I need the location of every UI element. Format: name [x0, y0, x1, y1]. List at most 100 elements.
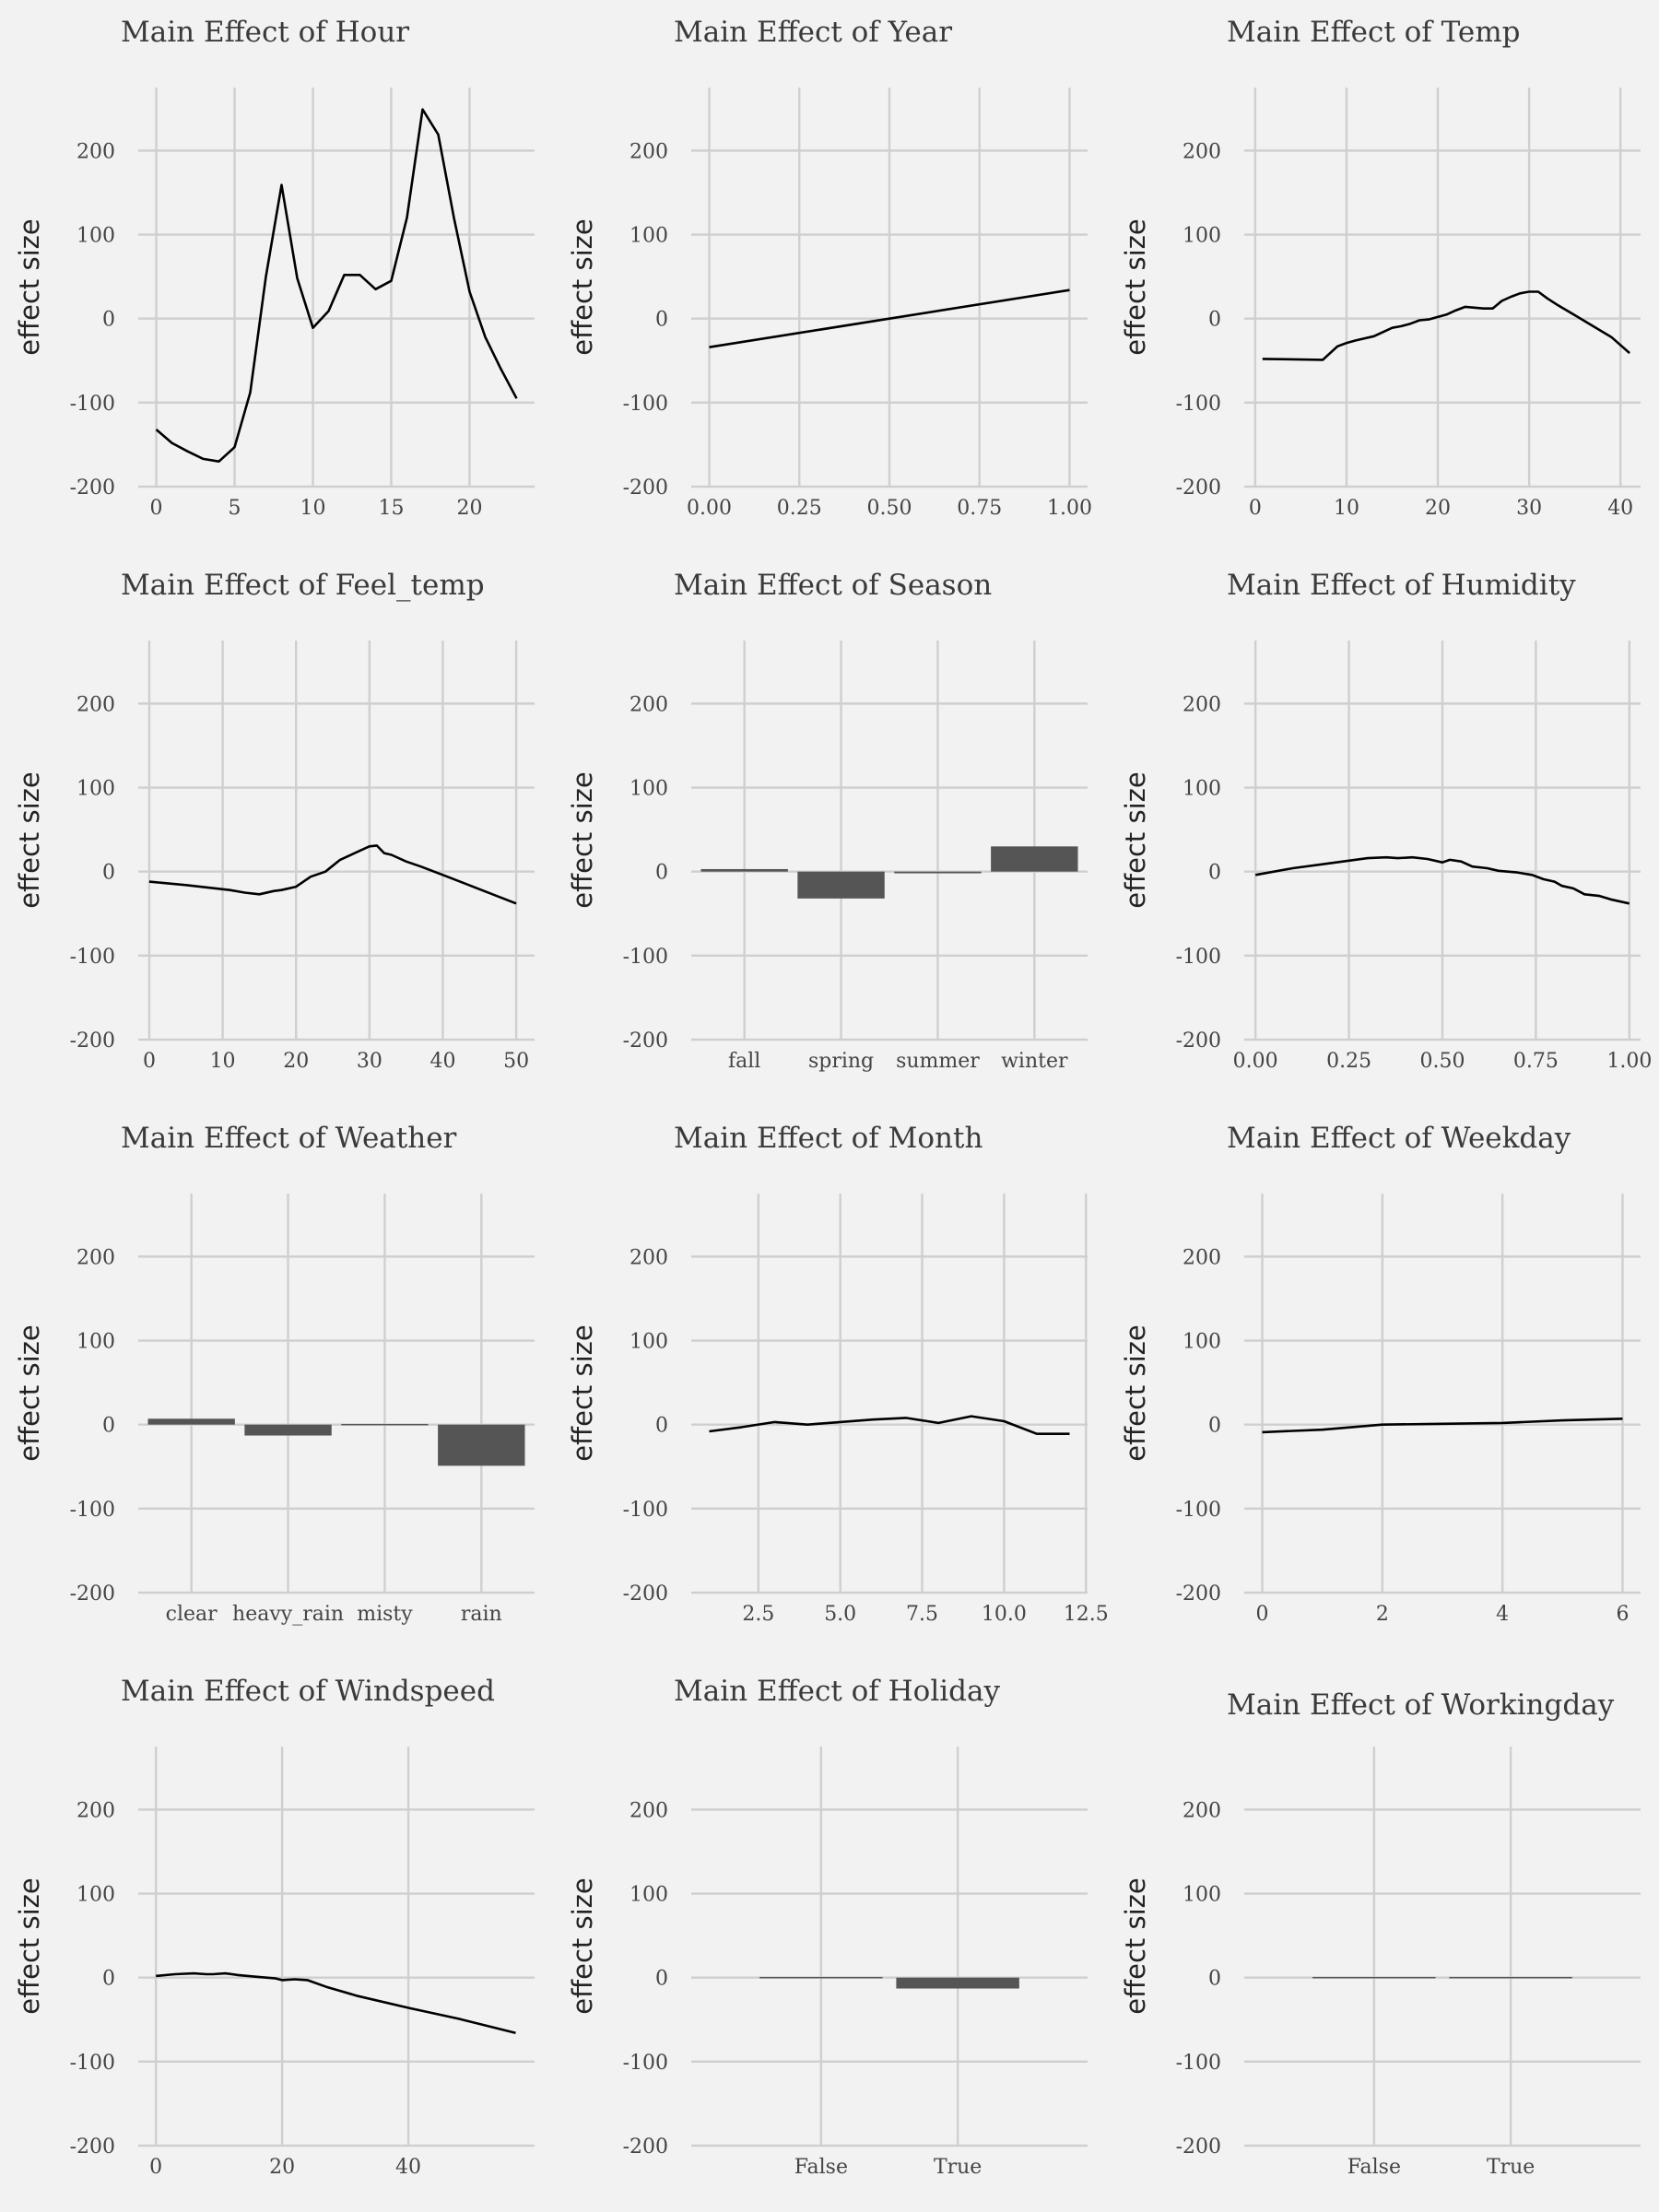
chart-svg: Main Effect of Holiday effect size -200 -10… — [567, 1675, 1088, 2179]
x-tick-label: 10 — [300, 497, 326, 520]
chart-season: Main Effect of Season effect size -200 -100… — [553, 553, 1106, 1106]
series-line — [1254, 855, 1630, 905]
bar-true — [896, 1977, 1019, 1989]
chart-humidity: Main Effect of Humidity effect size -200 -1… — [1106, 553, 1659, 1106]
series-line — [709, 1415, 1070, 1436]
bar-misty — [341, 1423, 429, 1426]
bar-clear — [147, 1418, 235, 1425]
y-tick-label: 0 — [102, 1415, 115, 1438]
chart-svg: Main Effect of Season effect size -200 -100… — [567, 569, 1088, 1073]
x-tick-label: 0.00 — [1233, 1050, 1278, 1073]
y-tick-label: 200 — [76, 693, 115, 716]
x-tick-label: 0 — [150, 497, 163, 520]
chart-title: Main Effect of Feel_temp — [121, 569, 485, 602]
y-tick-label: 200 — [1182, 693, 1221, 716]
x-tick-label: 10.0 — [982, 1603, 1027, 1626]
y-tick-label: -100 — [1176, 393, 1221, 416]
chart-title: Main Effect of Holiday — [674, 1675, 1000, 1708]
y-tick-label: 0 — [1208, 1968, 1221, 1991]
x-tick-label: 6 — [1616, 1603, 1629, 1626]
chart-windspeed: Main Effect of Windspeed effect size -200 -… — [0, 1659, 553, 2212]
x-tick-label: 5.0 — [824, 1603, 856, 1626]
chart-title: Main Effect of Windspeed — [121, 1675, 495, 1708]
x-tick-label: misty — [357, 1603, 413, 1626]
x-tick-label: 0 — [1249, 497, 1262, 520]
y-tick-label: 0 — [102, 862, 115, 885]
x-tick-label: 0.50 — [1420, 1050, 1465, 1073]
y-tick-label: 200 — [629, 140, 668, 163]
y-tick-label: 0 — [1208, 862, 1221, 885]
y-tick-label: -200 — [623, 477, 668, 500]
chart-svg: Main Effect of Year effect size -200 -100 0 1… — [567, 16, 1092, 520]
series-line — [1262, 1418, 1623, 1434]
chart-svg: Main Effect of Weather effect size -200 -10… — [14, 1122, 535, 1626]
y-tick-label: -200 — [623, 1583, 668, 1606]
y-tick-label: 0 — [102, 309, 115, 332]
chart-title: Main Effect of Season — [674, 569, 992, 602]
y-tick-label: 200 — [1182, 1246, 1221, 1269]
x-tick-label: 0.75 — [957, 497, 1002, 520]
x-tick-label: 0 — [143, 1050, 156, 1073]
y-tick-label: -200 — [623, 1030, 668, 1053]
series-line — [155, 108, 518, 464]
x-tick-label: 10 — [1334, 497, 1359, 520]
y-tick-label: 0 — [655, 1415, 668, 1438]
y-tick-label: -200 — [623, 2136, 668, 2159]
y-axis-label: effect size — [14, 1324, 45, 1461]
chart-svg: Main Effect of Temp effect size -200 -100 0 1… — [1120, 16, 1641, 520]
y-axis-label: effect size — [567, 1324, 598, 1461]
x-tick-label: 4 — [1496, 1603, 1509, 1626]
series-line — [709, 288, 1070, 348]
y-tick-label: 200 — [629, 1246, 668, 1269]
y-tick-label: 100 — [76, 1331, 115, 1354]
y-tick-label: -100 — [70, 946, 115, 969]
chart-year: Main Effect of Year effect size -200 -100 0 1… — [553, 0, 1106, 553]
y-tick-label: 0 — [655, 1968, 668, 1991]
y-tick-label: -200 — [1176, 2136, 1221, 2159]
x-tick-label: 50 — [503, 1050, 529, 1073]
y-axis-label: effect size — [14, 218, 45, 355]
y-tick-label: 100 — [1182, 225, 1221, 248]
y-tick-label: -100 — [623, 946, 668, 969]
chart-svg: Main Effect of Hour effect size -200 -100 0 1… — [14, 16, 535, 520]
y-axis-label: effect size — [14, 771, 45, 908]
y-tick-label: 100 — [629, 778, 668, 801]
y-tick-label: 0 — [1208, 309, 1221, 332]
chart-title: Main Effect of Month — [674, 1122, 982, 1155]
chart-weather: Main Effect of Weather effect size -200 -10… — [0, 1106, 553, 1659]
x-tick-label: 5 — [229, 497, 241, 520]
chart-weekday: Main Effect of Weekday effect size -200 -10… — [1106, 1106, 1659, 1659]
chart-svg: Main Effect of Workingday effect size -200… — [1120, 1688, 1641, 2179]
x-tick-label: 12.5 — [1064, 1603, 1109, 1626]
y-axis-label: effect size — [1120, 218, 1151, 355]
bar-heavy-rain — [244, 1424, 332, 1436]
y-tick-label: 200 — [76, 1246, 115, 1269]
x-tick-label: 0 — [149, 2156, 162, 2179]
y-tick-label: 100 — [1182, 778, 1221, 801]
y-axis-label: effect size — [1120, 771, 1151, 908]
x-tick-label: 10 — [210, 1050, 236, 1073]
x-tick-label: 40 — [1607, 497, 1633, 520]
chart-title: Main Effect of Humidity — [1227, 569, 1576, 602]
y-axis-label: effect size — [1120, 1877, 1151, 2014]
y-tick-label: 100 — [76, 225, 115, 248]
x-tick-label: 40 — [395, 2156, 421, 2179]
y-tick-label: 200 — [76, 140, 115, 163]
y-tick-label: 0 — [655, 862, 668, 885]
x-tick-label: True — [1487, 2156, 1535, 2179]
chart-month: Main Effect of Month effect size -200 -100 0… — [553, 1106, 1109, 1659]
y-tick-label: 200 — [1182, 140, 1221, 163]
x-tick-label: True — [934, 2156, 982, 2179]
y-tick-label: 100 — [1182, 1884, 1221, 1907]
x-tick-label: 15 — [378, 497, 404, 520]
y-tick-label: -200 — [70, 477, 115, 500]
x-tick-label: 1.00 — [1606, 1050, 1652, 1073]
y-tick-label: -100 — [70, 393, 115, 416]
chart-temp: Main Effect of Temp effect size -200 -100 0 1… — [1106, 0, 1659, 553]
x-tick-label: clear — [166, 1603, 218, 1626]
y-tick-label: -200 — [70, 1030, 115, 1053]
x-tick-label: 0.25 — [777, 497, 822, 520]
x-tick-label: 20 — [269, 2156, 295, 2179]
y-tick-label: -200 — [70, 2136, 115, 2159]
